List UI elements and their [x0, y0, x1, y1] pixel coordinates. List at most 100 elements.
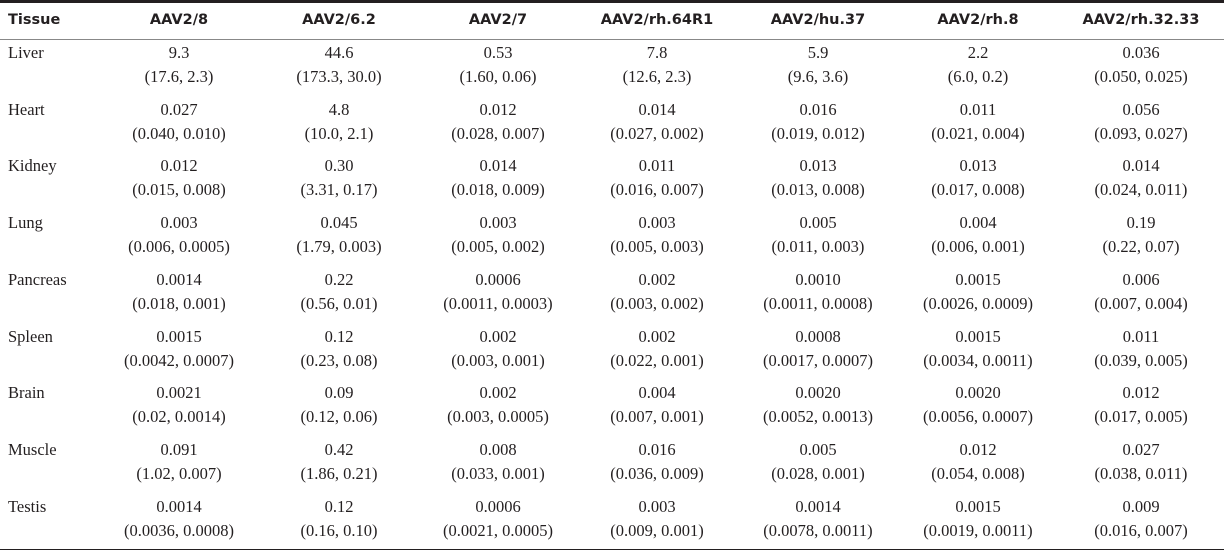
cell-value: 0.011: [638, 156, 676, 176]
cell-value: 0.002: [638, 326, 676, 346]
cell-value: 0.013: [959, 156, 997, 176]
cell-value: 0.002: [479, 383, 517, 403]
tissue-label: Pancreas: [8, 269, 67, 289]
cell-value: 0.30: [324, 156, 354, 176]
cell-range: (1.60, 0.06): [459, 67, 537, 86]
cell-value: 0.014: [638, 99, 676, 119]
cell-range: (0.02, 0.0014): [132, 407, 226, 427]
column-header: AAV2/rh.64R1: [600, 12, 714, 28]
cell-range: (0.019, 0.012): [771, 123, 865, 143]
cell-range: (0.0036, 0.0008): [124, 520, 234, 540]
cell-range: (0.021, 0.004): [931, 123, 1025, 143]
cell-range: (0.0034, 0.0011): [923, 350, 1033, 370]
cell-value: 0.0014: [156, 269, 202, 289]
top-rule: [0, 0, 1224, 3]
cell-value: 0.0015: [955, 269, 1001, 289]
column-header: AAV2/hu.37: [770, 12, 866, 28]
cell-value: 0.0014: [795, 496, 841, 516]
cell-value: 0.003: [160, 213, 198, 233]
cell-value: 0.003: [638, 496, 676, 516]
cell-range: (0.017, 0.008): [931, 180, 1025, 200]
cell-value: 0.0020: [795, 383, 841, 403]
cell-range: (0.005, 0.003): [610, 237, 704, 257]
cell-range: (12.6, 2.3): [622, 67, 692, 86]
column-header: AAV2/6.2: [302, 12, 376, 28]
cell-range: (6.0, 0.2): [947, 67, 1009, 86]
cell-range: (0.013, 0.008): [771, 180, 865, 200]
cell-value: 0.19: [1126, 213, 1156, 233]
cell-value: 0.027: [160, 99, 198, 119]
cell-value: 0.003: [638, 213, 676, 233]
tissue-label: Liver: [8, 43, 44, 62]
cell-value: 0.056: [1122, 99, 1160, 119]
tissue-label: Brain: [8, 383, 45, 403]
cell-value: 0.0010: [795, 269, 841, 289]
cell-value: 0.0020: [955, 383, 1001, 403]
cell-range: (0.003, 0.0005): [447, 407, 549, 427]
cell-range: (9.6, 3.6): [787, 67, 849, 86]
cell-range: (0.039, 0.005): [1094, 350, 1188, 370]
column-header: AAV2/8: [149, 12, 209, 28]
cell-value: 0.012: [160, 156, 198, 176]
cell-range: (0.007, 0.001): [610, 407, 704, 427]
cell-value: 0.016: [638, 439, 676, 459]
cell-range: (0.0011, 0.0003): [443, 293, 553, 313]
tissue-label: Spleen: [8, 326, 53, 346]
tissue-label: Testis: [8, 496, 47, 516]
cell-value: 4.8: [328, 99, 350, 119]
cell-range: (173.3, 30.0): [296, 67, 382, 86]
cell-range: (0.016, 0.007): [1094, 520, 1188, 540]
cell-value: 0.013: [799, 156, 837, 176]
tissue-label: Kidney: [8, 156, 57, 176]
cell-range: (0.022, 0.001): [610, 350, 704, 370]
cell-value: 0.005: [799, 213, 837, 233]
cell-range: (0.054, 0.008): [931, 463, 1025, 483]
cell-range: (17.6, 2.3): [144, 67, 214, 86]
cell-range: (0.0042, 0.0007): [124, 350, 234, 370]
cell-value: 0.42: [324, 439, 354, 459]
cell-range: (0.0021, 0.0005): [443, 520, 553, 540]
cell-range: (0.016, 0.007): [610, 180, 704, 200]
column-header: AAV2/rh.32.33: [1082, 12, 1200, 28]
cell-value: 0.008: [479, 439, 517, 459]
cell-range: (0.024, 0.011): [1094, 180, 1188, 200]
cell-range: (0.033, 0.001): [451, 463, 545, 483]
cell-range: (0.23, 0.08): [300, 350, 378, 370]
cell-range: (0.006, 0.0005): [128, 237, 230, 257]
cell-value: 0.0006: [475, 269, 521, 289]
cell-value: 0.011: [1122, 326, 1160, 346]
cell-value: 0.016: [799, 99, 837, 119]
cell-range: (0.0019, 0.0011): [923, 520, 1033, 540]
cell-range: (10.0, 2.1): [304, 123, 374, 143]
cell-value: 0.12: [324, 326, 354, 346]
cell-range: (0.017, 0.005): [1094, 407, 1188, 427]
header-rule: [0, 39, 1224, 40]
cell-range: (0.003, 0.002): [610, 293, 704, 313]
cell-value: 0.004: [959, 213, 997, 233]
cell-value: 0.09: [324, 383, 354, 403]
cell-range: (0.036, 0.009): [610, 463, 704, 483]
cell-value: 2.2: [967, 43, 989, 62]
tissue-label: Lung: [8, 213, 43, 233]
cell-value: 0.0008: [795, 326, 841, 346]
cell-value: 9.3: [168, 43, 190, 62]
cell-value: 0.0015: [955, 496, 1001, 516]
cell-value: 0.012: [1122, 383, 1160, 403]
cell-value: 7.8: [646, 43, 668, 62]
cell-range: (0.12, 0.06): [300, 407, 378, 427]
cell-value: 0.0006: [475, 496, 521, 516]
cell-range: (0.003, 0.001): [451, 350, 545, 370]
cell-value: 0.014: [1122, 156, 1160, 176]
cell-value: 0.014: [479, 156, 517, 176]
cell-range: (0.0078, 0.0011): [763, 520, 873, 540]
column-header: Tissue: [8, 12, 61, 28]
cell-range: (0.0011, 0.0008): [763, 293, 873, 313]
cell-value: 0.0021: [156, 383, 202, 403]
cell-range: (0.16, 0.10): [300, 520, 378, 540]
cell-value: 0.12: [324, 496, 354, 516]
cell-value: 0.0014: [156, 496, 202, 516]
cell-value: 44.6: [324, 43, 354, 62]
cell-value: 0.0015: [955, 326, 1001, 346]
cell-value: 0.005: [799, 439, 837, 459]
